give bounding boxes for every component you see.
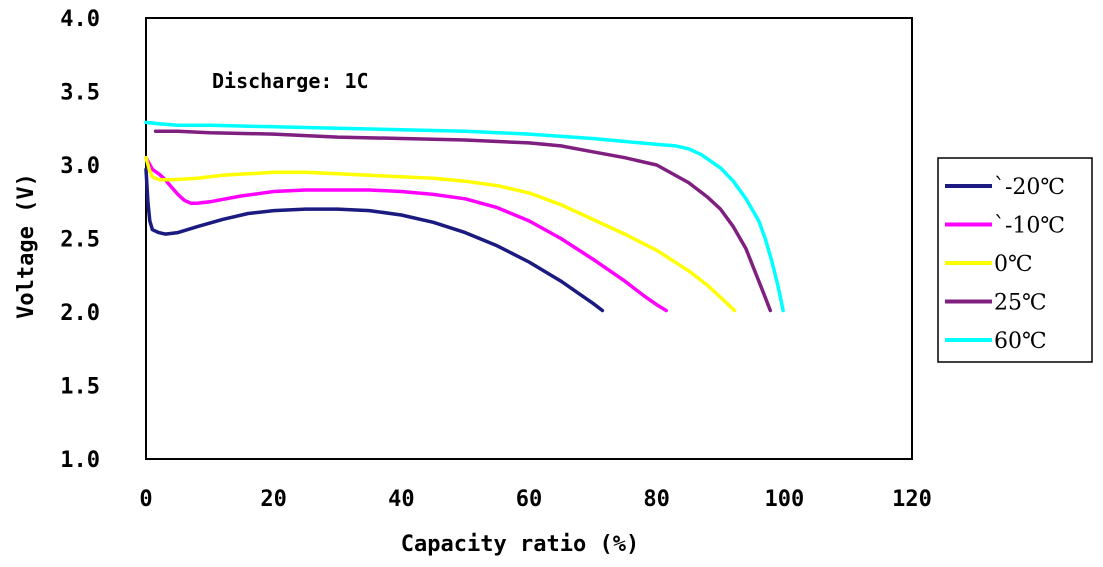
legend-label-3: 25℃ [994, 291, 1047, 316]
legend-label-2: 0℃ [994, 252, 1033, 277]
x-tick-label: 100 [764, 487, 804, 512]
legend-label-0: `-20℃ [994, 175, 1065, 200]
y-tick-label: 1.5 [60, 375, 100, 400]
plot-area [145, 17, 913, 460]
series-line-3 [153, 129, 773, 313]
y-tick-label: 4.0 [60, 7, 100, 32]
series-lines [144, 120, 785, 313]
discharge-annotation: Discharge: 1C [212, 69, 369, 93]
series-line-2 [144, 155, 737, 313]
legend-label-1: `-10℃ [994, 214, 1065, 239]
x-tick-label: 40 [388, 487, 415, 512]
x-tick-label: 120 [892, 487, 932, 512]
y-axis-title: Voltage (V) [14, 173, 39, 319]
x-axis-title: Capacity ratio (%) [401, 532, 639, 557]
legend: `-20℃ `-10℃ 0℃ 25℃ 60℃ [945, 175, 1065, 354]
y-tick-label: 2.0 [60, 301, 100, 326]
x-tick-label: 60 [516, 487, 543, 512]
x-tick-label: 0 [139, 487, 152, 512]
y-tick-label: 2.5 [60, 228, 100, 253]
series-line-0 [144, 167, 605, 313]
y-tick-label: 3.5 [60, 81, 100, 106]
x-tick-label: 80 [643, 487, 670, 512]
series-line-4 [144, 120, 785, 313]
y-tick-label: 1.0 [60, 448, 100, 473]
series-line-1 [144, 155, 668, 313]
legend-label-4: 60℃ [994, 329, 1047, 354]
y-tick-label: 3.0 [60, 154, 100, 179]
x-axis-ticks: 0 20 40 60 80 100 120 [139, 487, 932, 512]
y-axis-ticks: 1.0 1.5 2.0 2.5 3.0 3.5 4.0 [60, 7, 100, 473]
x-tick-label: 20 [260, 487, 287, 512]
legend-box [937, 157, 1093, 363]
